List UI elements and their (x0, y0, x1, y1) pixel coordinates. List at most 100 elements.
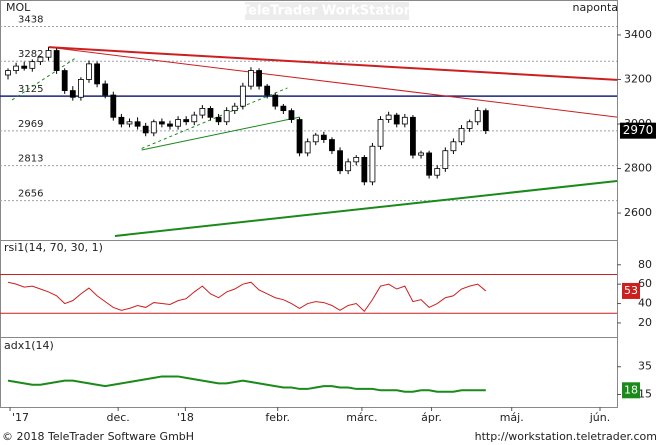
candle-body (191, 114, 198, 123)
candle-body (418, 152, 424, 156)
candle-body (264, 85, 271, 96)
trendline (48, 46, 618, 81)
candle-body (248, 70, 254, 87)
y-tick-label: 40 (638, 297, 652, 310)
candle-body (207, 108, 214, 118)
candle-body (199, 108, 206, 116)
level-label: 3438 (18, 14, 43, 25)
candle-body (37, 56, 44, 63)
y-tick-label: 15 (638, 387, 652, 400)
chart-title: MOL (6, 1, 31, 14)
x-tick-label: máj. (500, 411, 524, 424)
candle-body (466, 121, 473, 129)
indicator-line (7, 375, 486, 393)
level-label: 3282 (18, 49, 43, 60)
candle-body (353, 156, 360, 163)
candle-body (482, 110, 489, 132)
last-value-label: 53 (624, 284, 638, 297)
url: http://workstation.teletrader.com (475, 430, 657, 443)
candle-body (377, 119, 384, 147)
adx-title: adx1(14) (4, 339, 54, 352)
y-tick-label: 35 (638, 360, 652, 373)
trendline (48, 46, 618, 118)
last-value-label: 18 (624, 383, 638, 396)
candle-body (158, 121, 165, 125)
candle-body (345, 161, 352, 172)
y-tick-label: 80 (638, 258, 652, 271)
x-tick-label: '18 (177, 411, 194, 424)
candle-body (69, 90, 76, 98)
level-label: 2813 (18, 154, 43, 165)
candle-body (426, 152, 433, 176)
candle-body (94, 63, 100, 85)
y-tick-label: 20 (638, 316, 652, 329)
level-label: 2969 (18, 119, 43, 130)
candle-body (13, 65, 20, 71)
candle-body (183, 119, 190, 123)
candle-body (78, 79, 84, 98)
candle-body (361, 156, 368, 183)
candle-body (442, 150, 449, 169)
trendline (11, 56, 78, 101)
candle-body (29, 61, 36, 69)
level-label: 2656 (18, 189, 43, 200)
candle-body (385, 114, 392, 120)
y-tick-label: 3200 (624, 72, 652, 85)
candle-body (118, 116, 125, 125)
candle-body (410, 116, 416, 156)
candle-body (45, 50, 52, 58)
last-value-box (620, 122, 656, 139)
candle-body (369, 145, 376, 183)
indicator-line (7, 281, 487, 313)
plot-layer: 2600280030003200340034383282312529692813… (0, 14, 656, 424)
period: naponta (573, 1, 618, 14)
x-tick-label: jún. (589, 411, 611, 424)
candle-body (393, 114, 400, 125)
rsi-title: rsi1(14, 70, 30, 1) (4, 241, 103, 254)
y-tick-label: 2800 (624, 162, 652, 175)
candle-body (110, 94, 117, 118)
watermark: TeleTrader WorkStation (241, 4, 413, 19)
x-tick-label: márc. (346, 411, 377, 424)
candle-body (167, 123, 173, 127)
candle-body (150, 121, 157, 134)
candle-body (175, 119, 181, 127)
x-tick-label: dec. (107, 411, 130, 424)
candle-body (337, 150, 343, 172)
last-value-label: 2970 (623, 123, 654, 137)
y-tick-label: 60 (638, 277, 652, 290)
x-tick-label: ápr. (421, 411, 442, 424)
candle-body (320, 134, 327, 140)
candle-body (312, 134, 319, 143)
y-tick-label: 2600 (624, 206, 652, 219)
candle-body (280, 105, 287, 112)
candle-body (223, 110, 230, 123)
candle-body (256, 70, 262, 87)
candle-body (21, 65, 28, 69)
candle-body (239, 85, 246, 107)
y-tick-label: 3400 (624, 28, 652, 41)
candle-body (329, 139, 335, 152)
x-tick-label: febr. (265, 411, 290, 424)
candle-body (288, 110, 295, 120)
candle-body (434, 168, 441, 176)
level-label: 3125 (18, 84, 43, 95)
candle-body (215, 116, 222, 123)
candle-body (53, 50, 60, 71)
candle-body (61, 70, 68, 91)
candle-body (401, 116, 408, 125)
copyright: © 2018 TeleTrader Software GmbH (2, 430, 194, 443)
candle-body (5, 70, 11, 76)
trendline (141, 116, 300, 151)
candle-body (126, 121, 133, 125)
trendline (114, 180, 618, 237)
candle-body (86, 63, 92, 80)
trendline (141, 87, 288, 149)
candle-body (102, 83, 109, 96)
last-value-box (622, 382, 640, 399)
candle-body (231, 105, 238, 112)
candle-body (272, 94, 279, 107)
candle-body (142, 125, 149, 134)
